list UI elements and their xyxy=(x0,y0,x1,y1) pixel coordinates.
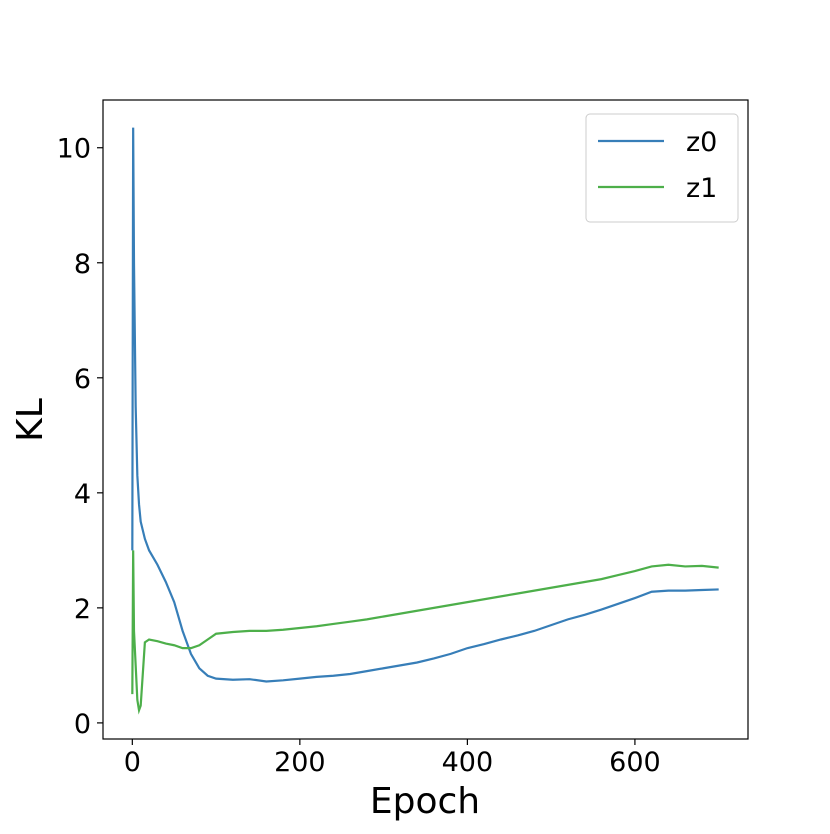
x-tick-label: 0 xyxy=(124,747,141,778)
data-line xyxy=(131,127,719,683)
x-tick-label: 600 xyxy=(609,747,661,778)
legend-label: z0 xyxy=(686,127,717,158)
legend-label: z1 xyxy=(686,173,717,204)
y-tick-label: 2 xyxy=(74,594,91,625)
y-tick-label: 0 xyxy=(74,709,91,740)
y-tick-label: 10 xyxy=(57,134,91,165)
x-tick-label: 200 xyxy=(274,747,326,778)
x-axis-label: Epoch xyxy=(370,781,480,822)
y-tick-label: 6 xyxy=(74,364,91,395)
y-tick-label: 8 xyxy=(74,249,91,280)
data-line xyxy=(131,550,719,715)
y-axis-label: KL xyxy=(10,398,51,442)
y-tick-label: 4 xyxy=(74,479,91,510)
plot-frame xyxy=(102,99,749,740)
x-tick-label: 400 xyxy=(442,747,494,778)
